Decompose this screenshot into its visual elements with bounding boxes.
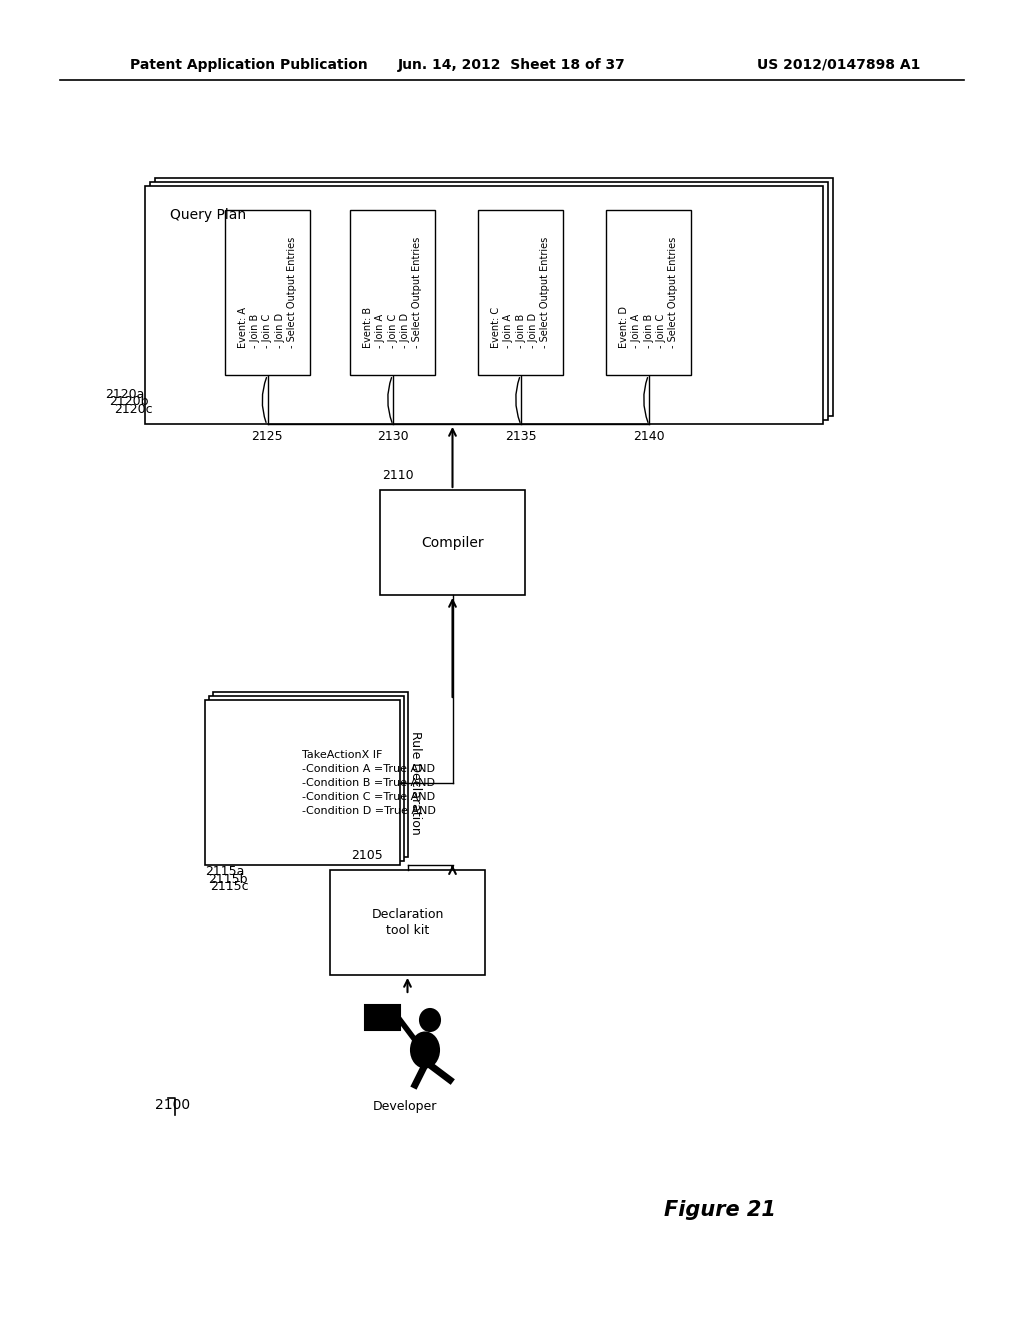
Text: Figure 21: Figure 21	[664, 1200, 776, 1220]
Text: 2120a: 2120a	[105, 388, 145, 401]
Text: 2110: 2110	[382, 469, 414, 482]
Text: 2120c: 2120c	[115, 403, 153, 416]
Bar	[150, 182, 828, 420]
Text: 2125: 2125	[251, 430, 283, 444]
Text: Compiler: Compiler	[421, 536, 483, 549]
Bar	[478, 210, 563, 375]
Text: 2100: 2100	[155, 1098, 190, 1111]
Text: Developer: Developer	[373, 1100, 437, 1113]
Text: TakeActionX IF
-Condition A =True AND
-Condition B =True AND
-Condition C =True : TakeActionX IF -Condition A =True AND -C…	[302, 750, 436, 816]
Ellipse shape	[411, 1032, 439, 1068]
Text: 2130: 2130	[377, 430, 409, 444]
Text: Jun. 14, 2012  Sheet 18 of 37: Jun. 14, 2012 Sheet 18 of 37	[398, 58, 626, 73]
Bar	[365, 1005, 400, 1030]
Bar	[225, 210, 310, 375]
Text: 2115a: 2115a	[205, 865, 245, 878]
Text: US 2012/0147898 A1: US 2012/0147898 A1	[757, 58, 920, 73]
Bar	[606, 210, 691, 375]
Text: Rule Declaration: Rule Declaration	[409, 731, 422, 834]
Bar	[145, 186, 823, 424]
Ellipse shape	[420, 1008, 440, 1031]
Text: Event: B
- Join A
- Join C
- Join D
- Select Output Entries: Event: B - Join A - Join C - Join D - Se…	[362, 236, 422, 348]
Bar	[205, 700, 400, 865]
Bar	[380, 490, 525, 595]
Bar	[213, 692, 408, 857]
Text: 2115b: 2115b	[208, 873, 248, 886]
Text: Event: A
- Join B
- Join C
- Join D
- Select Output Entries: Event: A - Join B - Join C - Join D - Se…	[238, 236, 297, 348]
Text: Event: C
- Join A
- Join B
- Join D
- Select Output Entries: Event: C - Join A - Join B - Join D - Se…	[490, 236, 550, 348]
Bar	[330, 870, 485, 975]
Bar	[350, 210, 435, 375]
Bar	[155, 178, 833, 416]
Text: 2105: 2105	[351, 849, 383, 862]
Text: 2120b: 2120b	[110, 395, 150, 408]
Text: Patent Application Publication: Patent Application Publication	[130, 58, 368, 73]
Bar	[209, 696, 404, 861]
Text: 2140: 2140	[633, 430, 665, 444]
Text: Declaration
tool kit: Declaration tool kit	[372, 908, 443, 936]
Text: 2135: 2135	[505, 430, 537, 444]
Text: 2115c: 2115c	[210, 880, 249, 894]
Text: Query Plan: Query Plan	[170, 209, 246, 222]
Text: Event: D
- Join A
- Join B
- Join C
- Select Output Entries: Event: D - Join A - Join B - Join C - Se…	[618, 236, 678, 348]
